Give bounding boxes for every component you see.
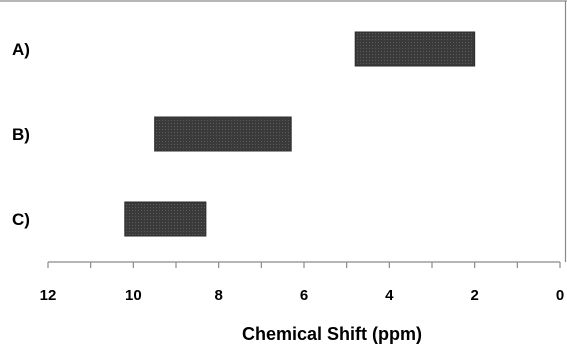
category-label-3: C) bbox=[12, 210, 30, 229]
x-axis-ticks bbox=[47, 262, 561, 268]
x-tick-label: 2 bbox=[470, 287, 478, 304]
x-tick-label: 6 bbox=[300, 287, 308, 304]
x-axis-title: Chemical Shift (ppm) bbox=[242, 324, 422, 344]
x-tick-label: 8 bbox=[214, 287, 222, 304]
range-bar-1 bbox=[354, 31, 476, 67]
range-bar-2 bbox=[154, 116, 292, 152]
x-tick-label: 0 bbox=[556, 287, 564, 304]
category-label-2: B) bbox=[12, 125, 30, 144]
x-axis-tick-labels: 12 10 8 6 4 2 0 bbox=[40, 287, 565, 304]
category-label-1: A) bbox=[12, 40, 30, 59]
bars-group bbox=[124, 31, 476, 237]
x-tick-label: 4 bbox=[385, 287, 394, 304]
x-tick-label: 10 bbox=[125, 287, 142, 304]
x-tick-label: 12 bbox=[40, 287, 57, 304]
range-bar-3 bbox=[124, 201, 207, 237]
category-labels: A) B) C) bbox=[12, 40, 30, 229]
